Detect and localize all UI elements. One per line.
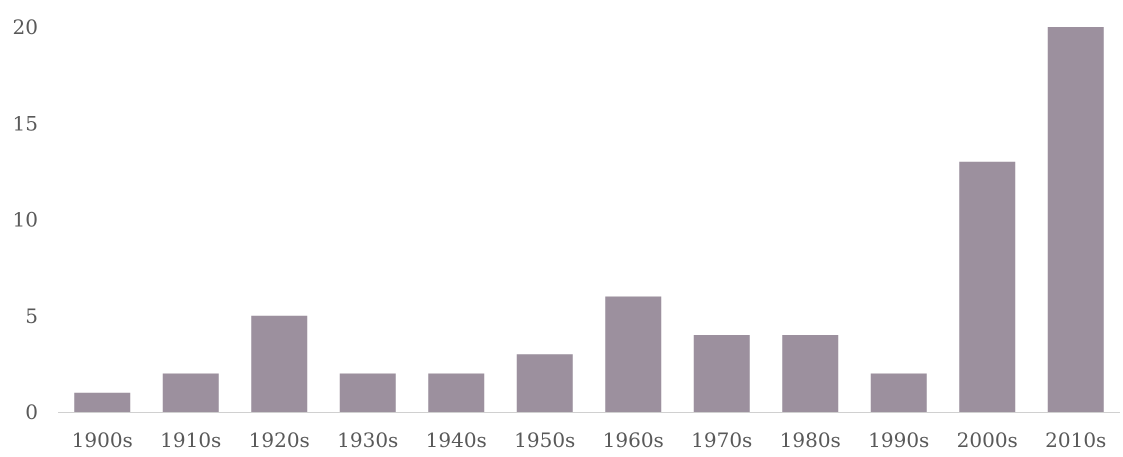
bars-group bbox=[74, 27, 1104, 412]
x-tick-label: 2000s bbox=[957, 428, 1018, 452]
y-axis-ticks: 0 5 10 15 20 bbox=[13, 15, 38, 424]
y-tick-label: 5 bbox=[25, 304, 38, 328]
x-tick-label: 1970s bbox=[691, 428, 752, 452]
x-tick-label: 1900s bbox=[72, 428, 133, 452]
bar-1940s bbox=[428, 373, 485, 412]
bar-1990s bbox=[870, 373, 927, 412]
bar-1930s bbox=[339, 373, 396, 412]
bar-2010s bbox=[1047, 27, 1104, 412]
x-axis-labels: 1900s 1910s 1920s 1930s 1940s 1950s 1960s 1970s… bbox=[72, 428, 1107, 452]
x-tick-label: 2010s bbox=[1045, 428, 1106, 452]
y-tick-label: 15 bbox=[13, 111, 38, 135]
bar-1960s bbox=[605, 296, 662, 412]
bar-2000s bbox=[959, 161, 1016, 412]
bar-1980s bbox=[782, 335, 839, 412]
x-tick-label: 1980s bbox=[780, 428, 841, 452]
y-tick-label: 20 bbox=[13, 15, 38, 39]
x-tick-label: 1930s bbox=[337, 428, 398, 452]
y-tick-label: 10 bbox=[13, 208, 38, 232]
x-tick-label: 1960s bbox=[603, 428, 664, 452]
x-tick-label: 1920s bbox=[249, 428, 310, 452]
bar-1920s bbox=[251, 315, 308, 412]
bar-1910s bbox=[162, 373, 219, 412]
x-tick-label: 1940s bbox=[426, 428, 487, 452]
bar-1950s bbox=[516, 354, 573, 412]
bar-1900s bbox=[74, 392, 131, 412]
x-tick-label: 1950s bbox=[514, 428, 575, 452]
x-tick-label: 1910s bbox=[160, 428, 221, 452]
x-tick-label: 1990s bbox=[868, 428, 929, 452]
bar-1970s bbox=[693, 335, 750, 412]
y-tick-label: 0 bbox=[25, 400, 38, 424]
